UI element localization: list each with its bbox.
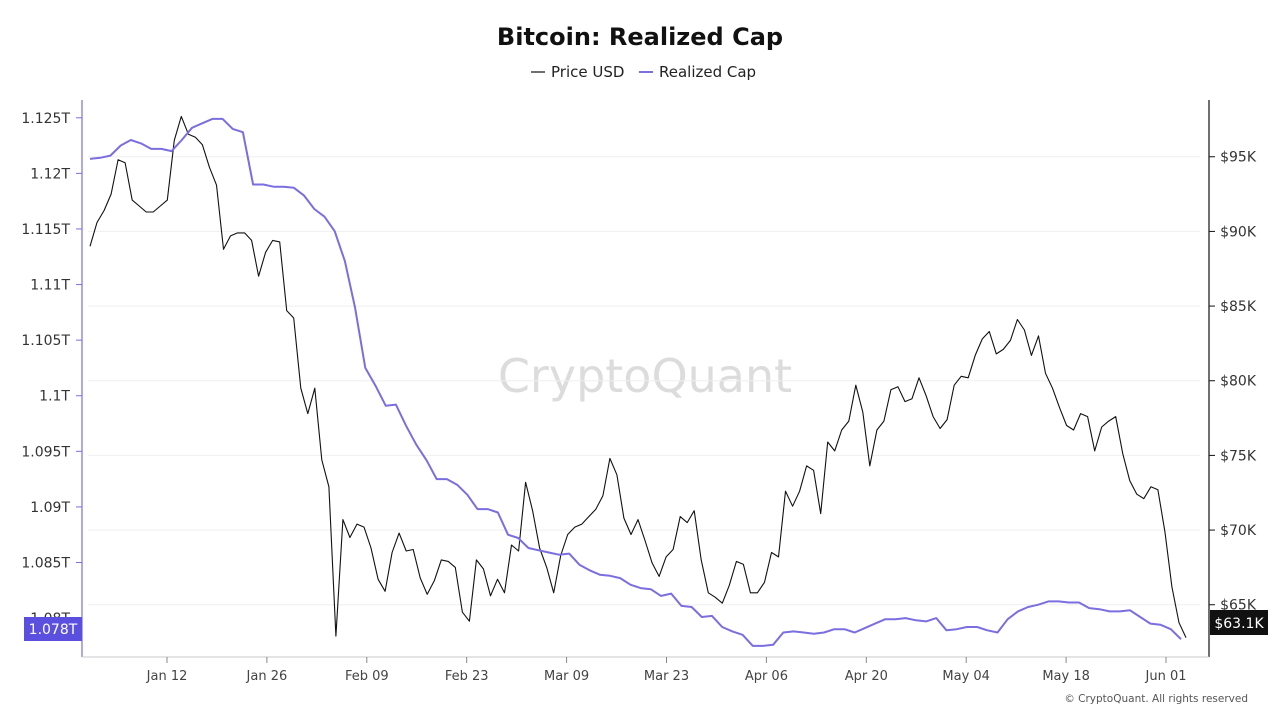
legend-label-realized-cap[interactable]: Realized Cap <box>659 63 756 81</box>
right-axis-ticks: $65K $70K $75K $80K $85K $90K $95K <box>1209 150 1257 614</box>
x-tick-label: Feb 09 <box>345 669 389 684</box>
series-line-realized-cap[interactable] <box>89 117 1182 647</box>
x-tick-label: Mar 23 <box>644 669 689 684</box>
left-tick-label: 1.085T <box>21 555 70 571</box>
x-tick-label: Jan 12 <box>146 669 188 684</box>
plot-area[interactable] <box>89 115 1187 647</box>
legend-label-price[interactable]: Price USD <box>551 63 624 81</box>
right-tick-label: $85K <box>1220 299 1257 315</box>
right-tick-label: $70K <box>1220 523 1257 539</box>
copyright-credit: © CryptoQuant. All rights reserved <box>1064 693 1248 705</box>
right-tick-label: $90K <box>1220 224 1257 240</box>
x-tick-label: Jun 01 <box>1145 669 1187 684</box>
left-tick-label: 1.09T <box>30 500 70 516</box>
series-line-price-usd[interactable] <box>89 115 1187 638</box>
left-tick-label: 1.105T <box>21 333 70 349</box>
x-tick-label: Mar 09 <box>544 669 589 684</box>
x-tick-label: Apr 20 <box>845 669 888 684</box>
right-tick-label: $95K <box>1220 150 1257 166</box>
x-tick-label: May 04 <box>942 669 990 684</box>
legend: Price USD Realized Cap <box>531 63 756 81</box>
x-axis-ticks: Jan 12 Jan 26 Feb 09 Feb 23 Mar 09 Mar 23 Apr … <box>146 657 1187 684</box>
watermark: CryptoQuant <box>498 349 792 403</box>
left-tick-label: 1.11T <box>30 278 70 294</box>
badge-right-bg <box>1210 610 1268 635</box>
x-tick-label: May 18 <box>1042 669 1090 684</box>
badge-right-label: $63.1K <box>1214 616 1264 632</box>
x-tick-label: Feb 23 <box>445 669 489 684</box>
left-tick-label: 1.12T <box>30 166 70 182</box>
x-tick-label: Apr 06 <box>745 669 788 684</box>
right-tick-label: $80K <box>1220 374 1257 390</box>
badge-left-bg <box>24 617 82 641</box>
left-axis-ticks: 1.08T1.085T1.09T1.095T1.1T1.105T1.11T1.1… <box>21 111 82 627</box>
chart-title: Bitcoin: Realized Cap <box>497 23 783 51</box>
left-tick-label: 1.1T <box>39 389 70 405</box>
grid-lines <box>88 156 1200 606</box>
x-tick-label: Jan 26 <box>246 669 288 684</box>
left-tick-label: 1.115T <box>21 222 70 238</box>
left-tick-label: 1.125T <box>21 111 70 127</box>
current-value-badge-right: $63.1K <box>1210 610 1268 635</box>
right-tick-label: $65K <box>1220 598 1257 614</box>
badge-left-label: 1.078T <box>29 622 78 638</box>
left-tick-label: 1.095T <box>21 444 70 460</box>
current-value-badge-left: 1.078T <box>24 617 82 641</box>
right-tick-label: $75K <box>1220 448 1257 464</box>
